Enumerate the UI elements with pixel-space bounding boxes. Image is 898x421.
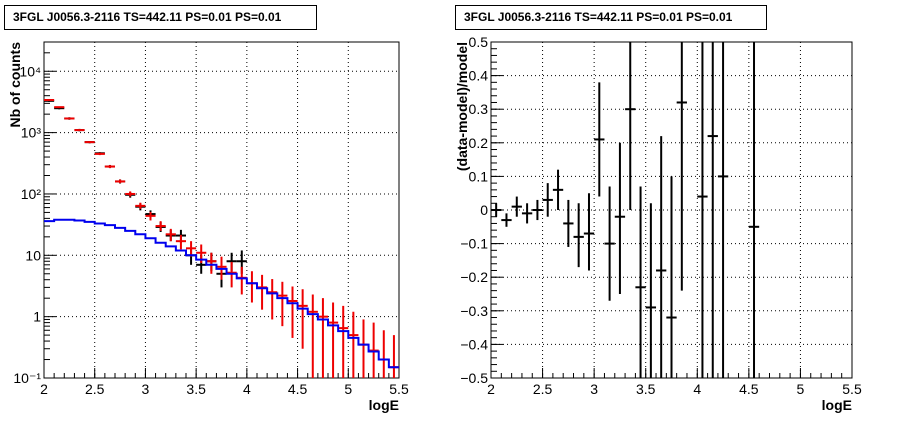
- x-tick-label: 5.5: [842, 381, 862, 397]
- x-tick-label: 3: [590, 381, 598, 397]
- y-tick-label: 10⁴: [19, 63, 41, 79]
- y-tick-label: 0: [480, 202, 488, 218]
- x-tick-label: 2: [40, 381, 48, 397]
- x-tick-label: 4.5: [288, 381, 308, 397]
- y-tick-label: 10²: [21, 186, 42, 202]
- residuals-title: 3FGL J0056.3-2116 TS=442.11 PS=0.01 PS=0…: [455, 5, 767, 30]
- y-axis-title: Nb of counts: [7, 42, 23, 128]
- y-tick-label: 10³: [21, 125, 42, 141]
- x-tick-label: 2.5: [85, 381, 105, 397]
- x-tick-label: 3: [142, 381, 150, 397]
- x-tick-label: 4: [243, 381, 251, 397]
- x-axis-title: logE: [822, 397, 852, 413]
- y-tick-label: 0.5: [469, 34, 489, 50]
- counts-plot: 2 2.5 3 3.5 4 4.5 5 5.5 10⁻¹ 1 10 10² 10³ 10⁴ logE Nb o…: [7, 41, 409, 413]
- counts-pad: 2 2.5 3 3.5 4 4.5 5 5.5 10⁻¹ 1 10 10² 10³ 10⁴ logE Nb o…: [4, 5, 409, 413]
- x-tick-label: 5: [797, 381, 805, 397]
- y-tick-label: −0.5: [460, 370, 488, 386]
- y-tick-label: 1: [33, 309, 41, 325]
- y-tick-label: −0.4: [460, 336, 488, 352]
- residuals-plot: 2 2.5 3 3.5 4 4.5 5 5.5 −0.5 −0.4 −0.3 −0.2 −0.1 0 0.1…: [454, 34, 862, 413]
- x-tick-label: 3.5: [186, 381, 206, 397]
- background-model-line: [44, 218, 399, 369]
- y-tick-label: −0.3: [460, 303, 488, 319]
- x-axis-title: logE: [369, 397, 399, 413]
- y-tick-label: 0.3: [469, 101, 489, 117]
- y-tick-label: 0.2: [469, 135, 489, 151]
- x-tick-label: 4: [693, 381, 701, 397]
- y-tick-label: 0.1: [469, 168, 489, 184]
- x-tick-label: 4.5: [739, 381, 759, 397]
- x-tick-label: 2.5: [533, 381, 553, 397]
- x-tick-label: 2: [487, 381, 495, 397]
- y-tick-label: 0.4: [469, 68, 489, 84]
- plot-frame: [43, 41, 400, 379]
- x-tick-label: 3.5: [636, 381, 656, 397]
- y-tick-label: 10⁻¹: [13, 370, 41, 386]
- y-tick-label: −0.2: [460, 269, 488, 285]
- residuals-pad: 2 2.5 3 3.5 4 4.5 5 5.5 −0.5 −0.4 −0.3 −0.2 −0.1 0 0.1…: [449, 0, 898, 421]
- y-tick-label: −0.1: [460, 236, 488, 252]
- x-tick-label: 5: [344, 381, 352, 397]
- y-axis-title: (data-model)/model: [454, 42, 470, 171]
- y-tick-label: 10: [25, 247, 41, 263]
- counts-title: 3FGL J0056.3-2116 TS=442.11 PS=0.01 PS=0…: [4, 5, 317, 30]
- x-tick-label: 5.5: [389, 381, 409, 397]
